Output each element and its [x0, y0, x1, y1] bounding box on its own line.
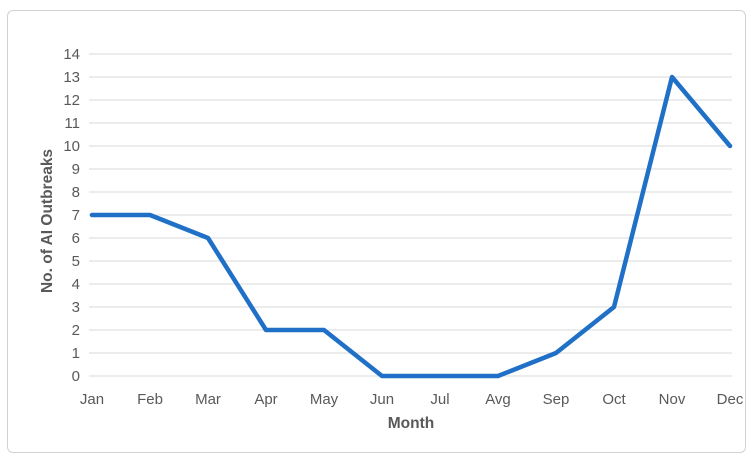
chart-frame: 0 1 2 3 4 5 6 7 8 9 10 11 12 13 14 Jan Feb Mar Apr May Jun Ju… [7, 10, 746, 453]
x-tick-label: Apr [254, 391, 277, 408]
x-tick-label: Dec [717, 391, 744, 408]
y-tick-label: 8 [72, 184, 80, 201]
y-tick-label: 2 [72, 322, 80, 339]
y-tick-label: 5 [72, 253, 80, 270]
y-tick-label: 6 [72, 230, 80, 247]
x-tick-label: May [310, 391, 339, 408]
y-tick-label: 7 [72, 207, 80, 224]
x-tick-label: Jul [430, 391, 449, 408]
y-axis-title: No. of AI Outbreaks [39, 148, 56, 294]
y-tick-label: 11 [64, 115, 80, 132]
data-series-line [89, 74, 733, 379]
y-tick-label: 0 [72, 368, 80, 385]
y-tick-label: 9 [72, 161, 80, 178]
x-tick-label: Feb [137, 391, 163, 408]
x-tick-label: Sep [543, 391, 570, 408]
x-tick-label: Oct [602, 391, 626, 408]
x-tick-label: Avg [485, 391, 511, 408]
y-tick-label: 3 [72, 299, 80, 316]
y-tick-label: 1 [72, 345, 80, 362]
y-tick-label: 4 [72, 276, 80, 293]
y-tick-label: 13 [63, 69, 80, 86]
y-tick-label: 12 [63, 92, 80, 109]
y-tick-label: 14 [63, 46, 80, 63]
x-axis-title: Month [387, 415, 435, 432]
x-tick-label: Jun [370, 391, 394, 408]
x-tick-label: Nov [659, 391, 686, 408]
x-tick-label: Mar [195, 391, 221, 408]
y-tick-label: 10 [63, 138, 80, 155]
x-tick-label: Jan [80, 391, 104, 408]
